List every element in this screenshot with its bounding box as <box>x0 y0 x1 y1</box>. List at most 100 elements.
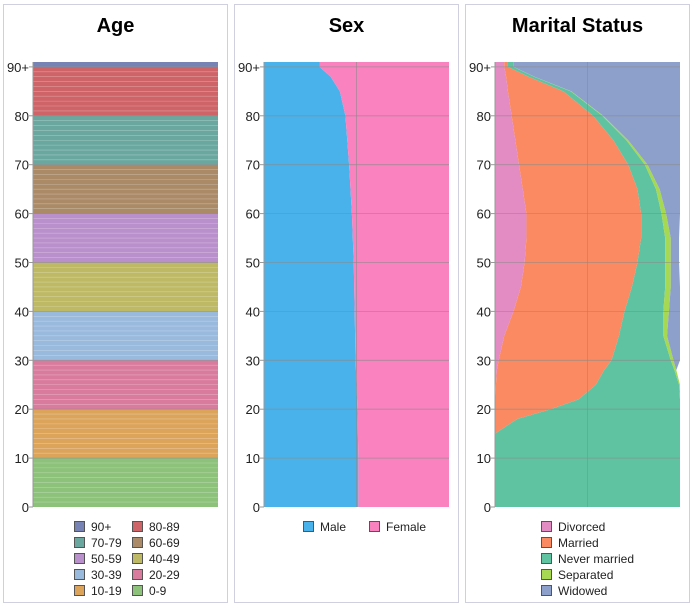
legend-label: 50-59 <box>91 552 122 566</box>
legend-swatch <box>541 569 552 581</box>
legend-label: Separated <box>558 568 614 582</box>
y-tick-label: 0 <box>484 500 491 515</box>
legend-item: 30-39 <box>74 567 122 583</box>
axes: 0 10 20 30 40 50 60 70 80 90+ <box>238 60 265 515</box>
legend-item: 70-79 <box>74 535 122 551</box>
grid <box>264 62 449 507</box>
legend-swatch <box>132 569 143 581</box>
legend-item: Female <box>369 519 426 535</box>
marital-chart-title: Marital Status <box>511 15 644 37</box>
legend-item: Never married <box>541 551 634 567</box>
y-tick-label: 70 <box>246 158 260 173</box>
age-bands <box>33 62 218 507</box>
series-divorced <box>495 62 527 507</box>
age-band-20-29 <box>33 360 218 410</box>
legend-label: 60-69 <box>149 536 180 550</box>
y-tick-label: 50 <box>15 255 29 270</box>
y-tick-label: 60 <box>477 207 491 222</box>
legend-item: Male <box>303 519 346 535</box>
legend-swatch <box>132 537 143 549</box>
y-tick-label: 70 <box>477 158 491 173</box>
y-tick-label: 40 <box>15 304 29 319</box>
series-widowed <box>513 62 680 507</box>
legend-label: 80-89 <box>149 520 180 534</box>
legend-swatch <box>74 585 85 597</box>
y-tick-label: 30 <box>477 353 491 368</box>
legend-swatch <box>541 521 552 533</box>
y-tick-label: 60 <box>246 207 260 222</box>
legend-swatch <box>74 537 85 549</box>
y-tick-label: 90+ <box>7 60 29 75</box>
series-male <box>264 62 359 507</box>
axes: 0 10 20 30 40 50 60 70 80 90+ <box>7 60 34 515</box>
y-tick-label: 90+ <box>469 60 491 75</box>
legend-item: 40-49 <box>132 551 180 567</box>
y-tick-label: 50 <box>477 255 491 270</box>
y-tick-label: 80 <box>15 109 29 124</box>
legend-label: 70-79 <box>91 536 122 550</box>
y-tick-label: 80 <box>477 109 491 124</box>
legend-label: 40-49 <box>149 552 180 566</box>
legend-label: Male <box>320 520 347 534</box>
grid <box>33 66 218 459</box>
marital-chart: 0 10 20 30 40 50 60 70 80 90+ <box>469 60 680 515</box>
age-band-60-69 <box>33 164 218 214</box>
legend-swatch <box>74 521 85 533</box>
legend-item: 80-89 <box>132 519 180 535</box>
y-tick-label: 20 <box>477 402 491 417</box>
legend-item: Widowed <box>541 583 607 599</box>
age-panel: Age 0 10 20 30 40 50 60 70 80 90+ 90+ 80-89 70-79 60… <box>3 4 228 603</box>
legend-label: Widowed <box>558 584 608 598</box>
series-never-married <box>495 62 680 507</box>
y-tick-label: 10 <box>246 451 260 466</box>
legend-item: 20-29 <box>132 567 180 583</box>
age-band-70-79 <box>33 115 218 165</box>
legend-swatch <box>541 537 552 549</box>
legend-swatch <box>132 521 143 533</box>
y-tick-label: 40 <box>246 304 260 319</box>
y-tick-label: 20 <box>246 402 260 417</box>
stacked-areas <box>264 62 449 507</box>
sex-panel: Sex 0 10 20 30 40 50 60 70 80 90+ Male Female <box>234 4 459 603</box>
legend-item: 50-59 <box>74 551 122 567</box>
y-tick-label: 20 <box>15 402 29 417</box>
y-tick-label: 70 <box>15 158 29 173</box>
legend-label: 20-29 <box>149 568 180 582</box>
age-band-40-49 <box>33 262 218 312</box>
legend-label: Never married <box>558 552 635 566</box>
legend-label: 10-19 <box>91 584 122 598</box>
legend-swatch <box>369 521 380 533</box>
y-tick-label: 10 <box>477 451 491 466</box>
y-tick-label: 30 <box>15 353 29 368</box>
axes: 0 10 20 30 40 50 60 70 80 90+ <box>469 60 496 515</box>
y-tick-label: 60 <box>15 207 29 222</box>
legend-item: 10-19 <box>74 583 122 599</box>
legend-swatch <box>541 553 552 565</box>
age-chart: 0 10 20 30 40 50 60 70 80 90+ <box>7 60 218 515</box>
sex-chart-title: Sex <box>328 15 365 37</box>
y-tick-label: 30 <box>246 353 260 368</box>
legend-swatch <box>132 585 143 597</box>
legend-label: 90+ <box>91 520 112 534</box>
age-band-90+ <box>33 62 218 67</box>
age-band-0-9 <box>33 458 218 507</box>
y-tick-label: 40 <box>477 304 491 319</box>
legend-swatch <box>132 553 143 565</box>
legend-label: Female <box>386 520 427 534</box>
legend-label: 0-9 <box>149 584 167 598</box>
marital-panel: Marital Status 0 10 20 30 40 50 60 70 80 90+ Divo… <box>465 4 690 603</box>
legend-label: Divorced <box>558 520 606 534</box>
y-tick-label: 10 <box>15 451 29 466</box>
stacked-areas <box>495 62 680 507</box>
sex-chart: 0 10 20 30 40 50 60 70 80 90+ <box>238 60 449 515</box>
grid <box>495 62 680 507</box>
legend-swatch <box>74 553 85 565</box>
y-tick-label: 90+ <box>238 60 260 75</box>
legend-swatch <box>303 521 314 533</box>
legend-item: 0-9 <box>132 583 166 599</box>
series-married <box>495 62 642 507</box>
age-band-50-59 <box>33 213 218 263</box>
legend-label: Married <box>558 536 599 550</box>
legend-item: Married <box>541 535 599 551</box>
legend-item: 90+ <box>74 519 111 535</box>
